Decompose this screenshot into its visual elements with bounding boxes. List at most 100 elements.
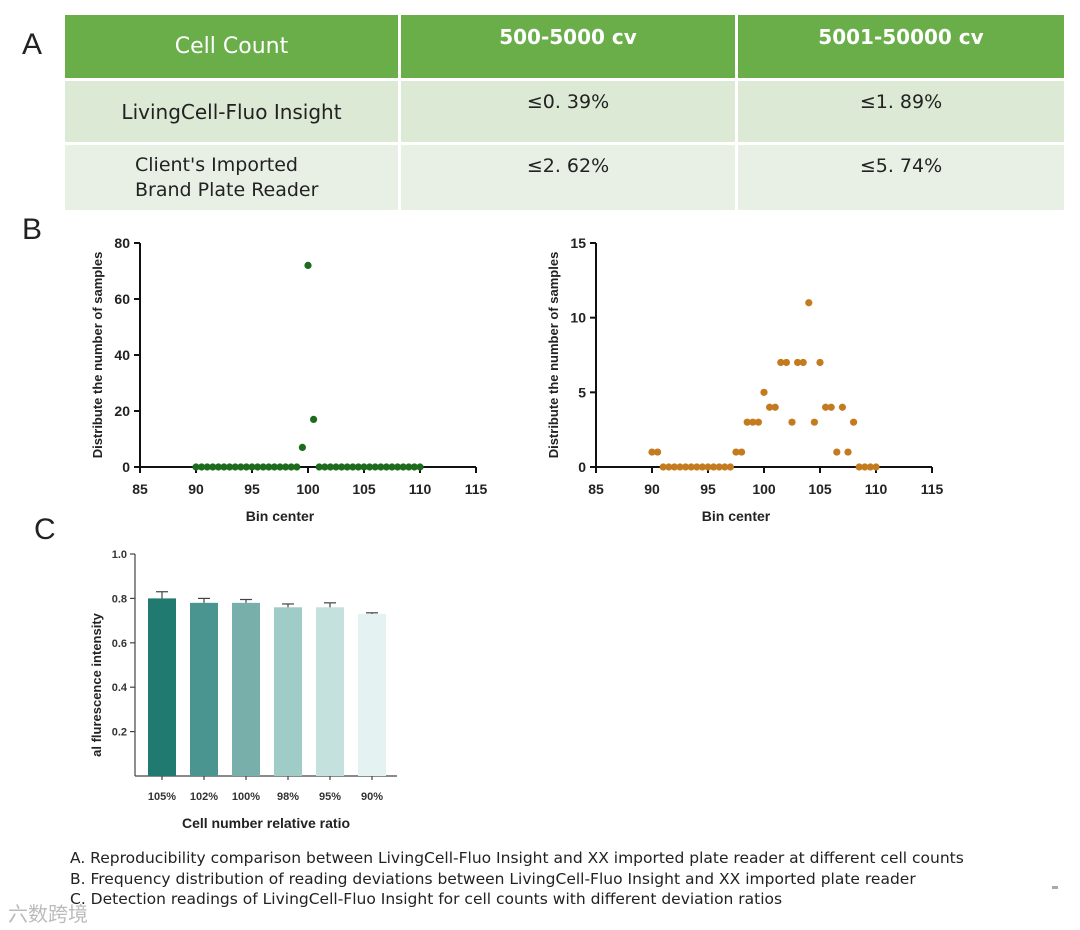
data-point: [315, 463, 323, 471]
table-cell: ≤0. 39%: [401, 81, 735, 142]
x-tick-label: 102%: [190, 791, 218, 803]
data-point: [659, 463, 667, 471]
data-point: [321, 463, 329, 471]
data-point: [198, 463, 206, 471]
data-point: [861, 463, 869, 471]
y-tick-label: 80: [114, 235, 130, 251]
table-cell: ≤1. 89%: [738, 81, 1064, 142]
bar: [190, 602, 218, 776]
x-tick-label: 100%: [232, 791, 260, 803]
data-point: [687, 463, 695, 471]
x-axis-title: Bin center: [246, 508, 315, 524]
data-point: [343, 463, 351, 471]
data-point: [732, 448, 740, 456]
bar: [232, 602, 260, 776]
data-point: [799, 358, 807, 367]
y-tick-label: 0.2: [112, 727, 127, 739]
data-point: [265, 463, 273, 471]
row-label: LivingCell-Fluo Insight: [65, 81, 398, 142]
data-point: [794, 358, 802, 367]
data-point: [822, 403, 830, 411]
caption-line-a: A. Reproducibility comparison between Li…: [70, 849, 964, 867]
data-point: [242, 463, 250, 471]
x-tick-label: 95%: [319, 791, 341, 803]
data-point: [366, 463, 374, 471]
data-point: [872, 463, 880, 471]
data-point: [777, 358, 785, 367]
data-point: [338, 463, 346, 471]
x-tick-label: 90%: [361, 791, 383, 803]
caption-line-b: B. Frequency distribution of reading dev…: [70, 869, 916, 888]
data-point: [349, 463, 357, 471]
table-row: LivingCell-Fluo Insight ≤0. 39% ≤1. 89%: [65, 81, 1064, 142]
data-point: [416, 463, 424, 471]
data-point: [214, 463, 222, 471]
x-tick-label: 105%: [148, 791, 176, 803]
decorative-mark: [1052, 886, 1058, 889]
x-axis-title: Bin center: [702, 508, 771, 524]
data-point: [360, 463, 368, 471]
data-point: [782, 358, 790, 367]
data-point: [209, 463, 217, 471]
x-tick-label: 105: [808, 481, 832, 497]
x-tick-label: 115: [921, 481, 944, 497]
bar: [316, 607, 344, 776]
data-point: [276, 463, 284, 471]
data-point: [282, 463, 290, 471]
data-point: [287, 463, 295, 471]
data-point: [405, 463, 413, 471]
data-point: [788, 418, 796, 426]
y-tick-label: 5: [578, 384, 586, 400]
x-tick-label: 100: [752, 481, 776, 497]
scatter-chart-left: 0 20 40 60 80 85 90 95 100 105 110 115 Bin center Dis…: [90, 235, 488, 524]
data-point: [326, 463, 334, 471]
table-cell: ≤2. 62%: [401, 145, 735, 210]
panel-label-b: B: [22, 213, 43, 246]
data-point: [192, 463, 200, 471]
x-tick-label: 115: [465, 481, 488, 497]
data-point: [715, 463, 723, 471]
y-tick-label: 1.0: [112, 549, 127, 561]
data-point: [354, 463, 362, 471]
panel-label-a: A: [22, 28, 43, 61]
data-point: [670, 463, 678, 471]
data-point: [850, 418, 858, 426]
bar: [148, 598, 176, 776]
x-tick-label: 100: [296, 481, 320, 497]
data-point: [693, 463, 701, 471]
data-point: [220, 463, 228, 471]
data-point: [810, 418, 818, 426]
data-point: [682, 463, 690, 471]
y-tick-label: 0: [122, 459, 130, 475]
data-point: [704, 463, 712, 471]
data-point: [394, 463, 402, 471]
data-point: [754, 418, 762, 426]
header-range-high: 5001-50000 cv: [738, 15, 1064, 78]
data-point: [766, 403, 774, 411]
data-point: [304, 261, 312, 269]
data-point: [332, 463, 340, 471]
data-point: [231, 463, 239, 471]
data-point: [805, 299, 813, 307]
bar-chart: 0.2 0.4 0.6 0.8 1.0 105% 102% 100% 98% 95% 90% Cell…: [89, 549, 397, 831]
data-point: [855, 463, 863, 471]
data-point: [648, 448, 656, 456]
y-axis-title: al flurescence intensity: [89, 612, 104, 757]
data-point: [310, 415, 318, 423]
data-point: [816, 358, 824, 367]
y-axis-title: Distribute the number of samples: [546, 252, 561, 459]
y-tick-label: 20: [114, 403, 130, 419]
header-cell-count: Cell Count: [65, 15, 398, 78]
data-point: [410, 463, 418, 471]
x-axis-title: Cell number relative ratio: [182, 815, 350, 831]
x-tick-label: 90: [644, 481, 660, 497]
table-header-row: Cell Count 500-5000 cv 5001-50000 cv: [65, 15, 1064, 78]
data-point: [710, 463, 718, 471]
data-point: [698, 463, 706, 471]
x-tick-label: 95: [244, 481, 260, 497]
data-point: [226, 463, 234, 471]
data-point: [771, 403, 779, 411]
x-tick-label: 110: [865, 481, 888, 497]
x-tick-label: 110: [409, 481, 432, 497]
data-point: [749, 418, 757, 426]
